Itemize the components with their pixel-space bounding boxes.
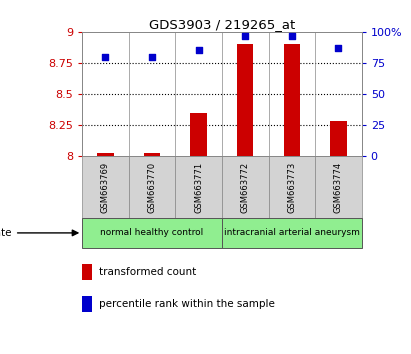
Bar [82,156,129,218]
Text: GSM663772: GSM663772 [241,161,250,212]
Bar [330,121,346,156]
Point [335,45,342,51]
Bar [144,154,160,156]
Point [102,54,109,59]
Bar [315,156,362,218]
Text: GSM663770: GSM663770 [148,161,157,212]
Bar [268,156,315,218]
Point [289,33,295,39]
Text: GSM663769: GSM663769 [101,161,110,212]
Point [149,54,155,59]
Text: normal healthy control: normal healthy control [100,228,204,238]
Bar [222,218,362,248]
Text: disease state: disease state [0,228,78,238]
Point [242,33,249,39]
Title: GDS3903 / 219265_at: GDS3903 / 219265_at [149,18,295,31]
Bar [237,44,253,156]
Text: transformed count: transformed count [99,267,196,277]
Point [195,48,202,53]
Bar [97,154,113,156]
Bar [222,156,268,218]
Bar [82,218,222,248]
Text: GSM663774: GSM663774 [334,161,343,212]
Bar [284,44,300,156]
Text: percentile rank within the sample: percentile rank within the sample [99,299,275,309]
Bar [190,113,207,156]
Bar [175,156,222,218]
Text: GSM663771: GSM663771 [194,161,203,212]
Text: GSM663773: GSM663773 [287,161,296,213]
Bar [129,156,175,218]
Text: intracranial arterial aneurysm: intracranial arterial aneurysm [224,228,360,238]
